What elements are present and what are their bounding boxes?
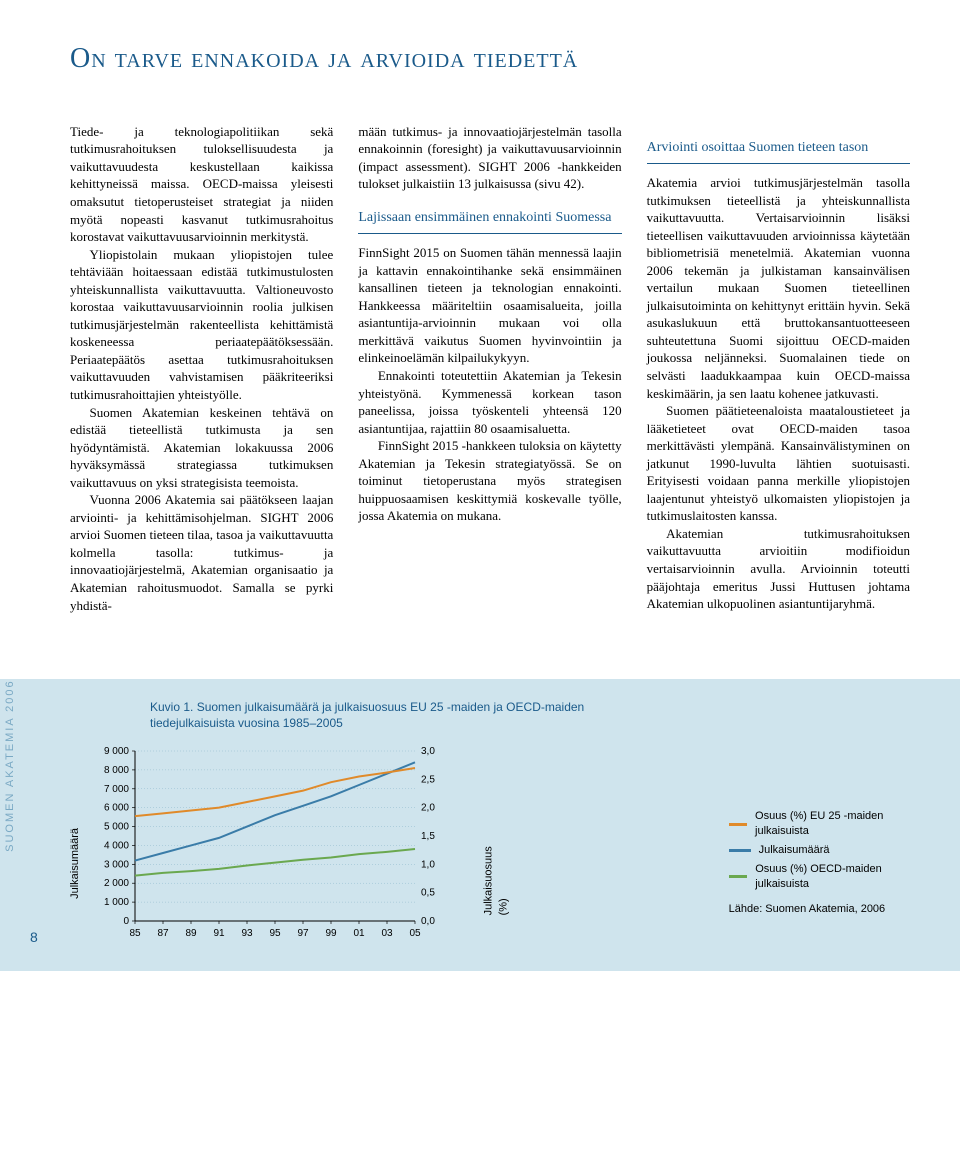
svg-text:1,0: 1,0 [421, 860, 435, 871]
svg-text:95: 95 [269, 928, 281, 939]
col3-subhead: Arviointi osoittaa Suomen tieteen tason [647, 139, 910, 164]
svg-text:5 000: 5 000 [104, 822, 129, 833]
swatch-oecd [729, 875, 748, 878]
svg-text:2,5: 2,5 [421, 775, 435, 786]
chart-section: SUOMEN AKATEMIA 2006 8 Kuvio 1. Suomen j… [0, 679, 960, 971]
svg-text:3 000: 3 000 [104, 860, 129, 871]
svg-text:87: 87 [157, 928, 169, 939]
col2-subhead: Lajissaan ensimmäinen ennakointi Suomess… [358, 209, 621, 234]
column-2: mään tutkimus- ja innovaatiojärjestelmän… [358, 123, 621, 614]
svg-text:89: 89 [185, 928, 197, 939]
chart-legend: Osuus (%) EU 25 -maiden julkaisuista Jul… [729, 809, 910, 946]
side-label: SUOMEN AKATEMIA 2006 [3, 679, 18, 851]
col3-p3: Akatemian tutkimusrahoituksen vaikuttavu… [647, 525, 910, 613]
col1-p2: Yliopistolain mukaan yliopistojen tulee … [70, 246, 333, 404]
svg-text:3,0: 3,0 [421, 746, 435, 757]
col1-p1: Tiede- ja teknologiapolitiikan sekä tutk… [70, 123, 333, 246]
column-3: Arviointi osoittaa Suomen tieteen tason … [647, 123, 910, 614]
svg-text:97: 97 [297, 928, 309, 939]
chart-source: Lähde: Suomen Akatemia, 2006 [729, 902, 910, 917]
col1-p4: Vuonna 2006 Akatemia sai päätökseen laaj… [70, 491, 333, 614]
col1-p3: Suomen Akatemian keskeinen tehtävä on ed… [70, 404, 333, 492]
svg-text:7 000: 7 000 [104, 784, 129, 795]
page-number: 8 [30, 928, 38, 947]
legend-oecd: Osuus (%) OECD-maiden julkaisuista [729, 862, 910, 892]
svg-text:93: 93 [241, 928, 253, 939]
svg-text:4 000: 4 000 [104, 841, 129, 852]
legend-eu25-label: Osuus (%) EU 25 -maiden julkaisuista [755, 809, 910, 839]
svg-text:85: 85 [129, 928, 141, 939]
col2-p3: Ennakointi toteutettiin Akatemian ja Tek… [358, 367, 621, 437]
col2-p4: FinnSight 2015 -hankkeen tuloksia on käy… [358, 437, 621, 525]
svg-text:1,5: 1,5 [421, 831, 435, 842]
text-columns: Tiede- ja teknologiapolitiikan sekä tutk… [70, 123, 910, 614]
svg-text:01: 01 [353, 928, 365, 939]
col2-p2: FinnSight 2015 on Suomen tähän mennessä … [358, 244, 621, 367]
svg-text:0: 0 [123, 916, 129, 927]
y-axis-left-label: Julkaisumäärä [68, 828, 83, 899]
chart-title: Kuvio 1. Suomen julkaisumäärä ja julkais… [150, 699, 669, 731]
svg-text:2,0: 2,0 [421, 803, 435, 814]
svg-text:2 000: 2 000 [104, 879, 129, 890]
svg-text:6 000: 6 000 [104, 803, 129, 814]
legend-count: Julkaisumäärä [729, 843, 910, 858]
legend-count-label: Julkaisumäärä [759, 843, 830, 858]
svg-text:99: 99 [325, 928, 337, 939]
svg-text:03: 03 [381, 928, 393, 939]
line-chart: 9 000 8 000 7 000 6 000 5 000 4 000 3 000 2 000… [90, 746, 450, 946]
page-heading: On tarve ennakoida ja arvioida tiedettä [70, 40, 910, 78]
col3-p1: Akatemia arvioi tutkimusjärjestelmän tas… [647, 174, 910, 402]
swatch-eu25 [729, 823, 747, 826]
svg-text:9 000: 9 000 [104, 746, 129, 757]
svg-text:8 000: 8 000 [104, 765, 129, 776]
legend-oecd-label: Osuus (%) OECD-maiden julkaisuista [755, 862, 910, 892]
svg-text:91: 91 [213, 928, 225, 939]
column-1: Tiede- ja teknologiapolitiikan sekä tutk… [70, 123, 333, 614]
swatch-count [729, 849, 751, 852]
svg-text:1 000: 1 000 [104, 898, 129, 909]
svg-text:0,0: 0,0 [421, 916, 435, 927]
svg-text:05: 05 [409, 928, 421, 939]
svg-text:0,5: 0,5 [421, 888, 435, 899]
y-axis-right-label: Julkaisuosuus (%) [482, 847, 512, 916]
legend-eu25: Osuus (%) EU 25 -maiden julkaisuista [729, 809, 910, 839]
col2-p1: mään tutkimus- ja innovaatiojärjestelmän… [358, 123, 621, 193]
col3-p2: Suomen päätieteenaloista maataloustietee… [647, 402, 910, 525]
